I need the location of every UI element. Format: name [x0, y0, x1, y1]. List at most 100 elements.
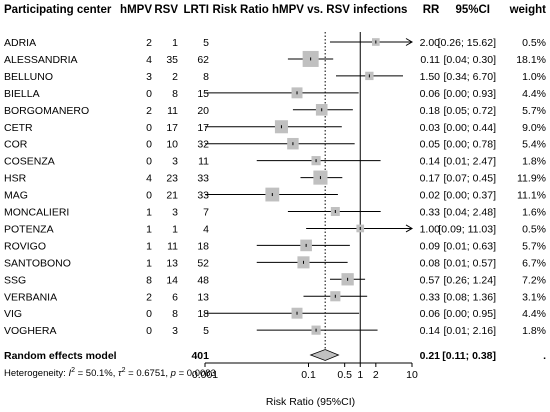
- i2-symbol: I: [68, 368, 71, 379]
- row-rsv: 3: [172, 156, 178, 168]
- row-ci: [0.01; 0.63]: [443, 240, 496, 252]
- row-center: COR: [4, 139, 28, 151]
- header-hmpv: hMPV: [120, 4, 152, 16]
- row-rsv: 21: [166, 190, 178, 202]
- row-hmpv: 1: [146, 240, 152, 252]
- x-tick-label: 10: [406, 369, 418, 381]
- header-rsv: RSV: [154, 4, 178, 16]
- row-rr: 0.09: [420, 240, 441, 252]
- row-rsv: 13: [166, 257, 178, 269]
- row-ci: [0.04; 2.48]: [443, 207, 496, 219]
- row-rsv: 14: [166, 274, 178, 286]
- row-ci: [0.05; 0.72]: [443, 105, 496, 117]
- row-rr: 0.17: [420, 173, 441, 185]
- row-rr: 0.05: [420, 139, 441, 151]
- row-weight: 7.2%: [522, 274, 546, 286]
- summary-diamond: [309, 349, 340, 361]
- row-ci: [0.08; 1.36]: [443, 291, 496, 303]
- row-rsv: 8: [172, 308, 178, 320]
- header-lrti: LRTI: [183, 4, 209, 16]
- row-weight: 1.8%: [522, 156, 546, 168]
- row-weight: 1.8%: [522, 325, 546, 337]
- row-weight: 5.7%: [522, 240, 546, 252]
- row-lrti: 32: [197, 139, 209, 151]
- row-hmpv: 4: [146, 173, 152, 185]
- row-center: HSR: [4, 173, 27, 185]
- row-lrti: 52: [197, 257, 209, 269]
- row-hmpv: 0: [146, 325, 152, 337]
- row-hmpv: 2: [146, 105, 152, 117]
- x-tick-label: 2: [373, 369, 379, 381]
- p-symbol: p: [170, 368, 176, 379]
- row-center: BELLUNO: [4, 71, 53, 83]
- header-ci: 95%CI: [455, 4, 490, 16]
- row-center: MAG: [4, 190, 28, 202]
- row-rr: 0.11: [420, 54, 440, 66]
- row-ci: [0.07; 0.45]: [443, 173, 496, 185]
- row-hmpv: 0: [146, 308, 152, 320]
- row-weight: 11.9%: [517, 173, 546, 185]
- row-weight: 4.4%: [522, 308, 546, 320]
- row-rr: 0.57: [420, 274, 441, 286]
- row-lrti: 11: [198, 156, 209, 168]
- row-hmpv: 1: [146, 257, 152, 269]
- row-lrti: 48: [197, 274, 209, 286]
- row-rsv: 6: [172, 291, 178, 303]
- row-rr: 0.06: [420, 308, 441, 320]
- row-weight: 6.7%: [522, 257, 546, 269]
- summary-lrti-total: 401: [191, 350, 209, 362]
- row-weight: 11.1%: [517, 190, 546, 202]
- row-hmpv: 0: [146, 122, 152, 134]
- row-center: ADRIA: [4, 37, 36, 49]
- x-tick-label: 0.001: [192, 369, 218, 381]
- summary-rr: 0.21: [420, 350, 441, 362]
- row-ci: [0.26; 15.62]: [438, 37, 496, 49]
- tau-value: = 0.6751,: [126, 368, 171, 379]
- row-ci: [0.01; 2.16]: [443, 325, 496, 337]
- row-rsv: 17: [166, 122, 178, 134]
- x-axis-label: Risk Ratio (95%CI): [266, 396, 355, 408]
- row-rr: 0.33: [420, 291, 441, 303]
- row-center: VOGHERA: [4, 325, 57, 337]
- row-rsv: 11: [167, 240, 178, 252]
- row-rr: 0.08: [420, 257, 441, 269]
- row-ci: [0.04; 0.30]: [443, 54, 496, 66]
- p-value: = 0.0083: [176, 368, 216, 379]
- row-center: POTENZA: [4, 223, 54, 235]
- row-hmpv: 4: [146, 54, 152, 66]
- row-rsv: 1: [172, 223, 178, 235]
- row-weight: 18.1%: [516, 54, 546, 66]
- row-rr: 2.00: [420, 37, 441, 49]
- row-lrti: 13: [197, 291, 209, 303]
- row-lrti: 33: [197, 173, 209, 185]
- row-rsv: 11: [167, 105, 178, 117]
- row-hmpv: 1: [146, 207, 152, 219]
- i2-value: = 50.1%,: [75, 368, 118, 379]
- row-weight: 5.7%: [522, 105, 546, 117]
- row-ci: [0.09; 11.03]: [438, 223, 496, 235]
- row-center: BORGOMANERO: [4, 105, 89, 117]
- row-rr: 0.03: [420, 122, 441, 134]
- row-rr: 0.02: [420, 190, 441, 202]
- row-center: SANTOBONO: [4, 257, 71, 269]
- heterogeneity-text: Heterogeneity: I2 = 50.1%, τ2 = 0.6751, …: [4, 367, 216, 379]
- row-hmpv: 0: [146, 139, 152, 151]
- row-lrti: 4: [203, 223, 209, 235]
- row-lrti: 17: [197, 122, 209, 134]
- row-rr: 1.50: [420, 71, 441, 83]
- row-weight: 0.5%: [522, 223, 546, 235]
- row-center: VIG: [4, 308, 22, 320]
- row-ci: [0.00; 0.95]: [443, 308, 496, 320]
- row-hmpv: 2: [146, 291, 152, 303]
- summary-ci: [0.11; 0.38]: [442, 350, 496, 362]
- row-ci: [0.00; 0.37]: [443, 190, 496, 202]
- row-lrti: 20: [197, 105, 209, 117]
- row-hmpv: 0: [146, 156, 152, 168]
- row-lrti: 5: [203, 37, 209, 49]
- row-ci: [0.26; 1.24]: [443, 274, 496, 286]
- row-hmpv: 3: [146, 71, 152, 83]
- row-ci: [0.00; 0.78]: [443, 139, 496, 151]
- summary-weight: .: [543, 350, 546, 362]
- row-rr: 0.14: [420, 325, 441, 337]
- row-lrti: 18: [197, 308, 209, 320]
